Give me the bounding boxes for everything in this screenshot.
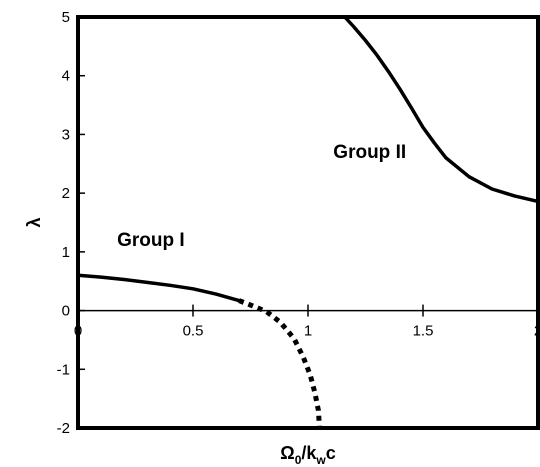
- group-annotation: Group I: [117, 230, 185, 251]
- x-label-sub1: 0: [295, 453, 302, 467]
- dotted-curve: [238, 298, 322, 429]
- y-tick-label: 3: [62, 126, 70, 143]
- x-tick-label: 1.5: [413, 323, 434, 340]
- x-label-sub2: w: [315, 453, 326, 467]
- annotations-layer: Group I Group II: [117, 142, 406, 251]
- solid-curve-3: [343, 15, 540, 204]
- ticks-layer: [77, 16, 539, 429]
- x-tick-label: 1: [304, 323, 312, 340]
- y-tick-label: 5: [62, 9, 70, 26]
- solid-curve-1: [76, 273, 241, 303]
- curves-layer: [76, 15, 540, 429]
- x-label-end: c: [326, 443, 336, 463]
- x-tick-label: 0.5: [183, 323, 204, 340]
- y-tick-label: 4: [62, 68, 70, 85]
- y-tick-label: 1: [62, 244, 70, 261]
- x-label-main: Ω: [280, 443, 294, 463]
- plot-frame: [76, 15, 540, 430]
- y-axis-label: λ: [24, 217, 44, 227]
- y-tick-label: -1: [57, 361, 70, 378]
- x-label-mid: /k: [301, 443, 317, 463]
- x-axis-label: Ω0/kwc: [280, 443, 336, 467]
- y-tick-label: 2: [62, 185, 70, 202]
- group-annotation: Group II: [333, 142, 406, 163]
- y-tick-label: 0: [62, 303, 70, 320]
- y-tick-label: -2: [57, 420, 70, 437]
